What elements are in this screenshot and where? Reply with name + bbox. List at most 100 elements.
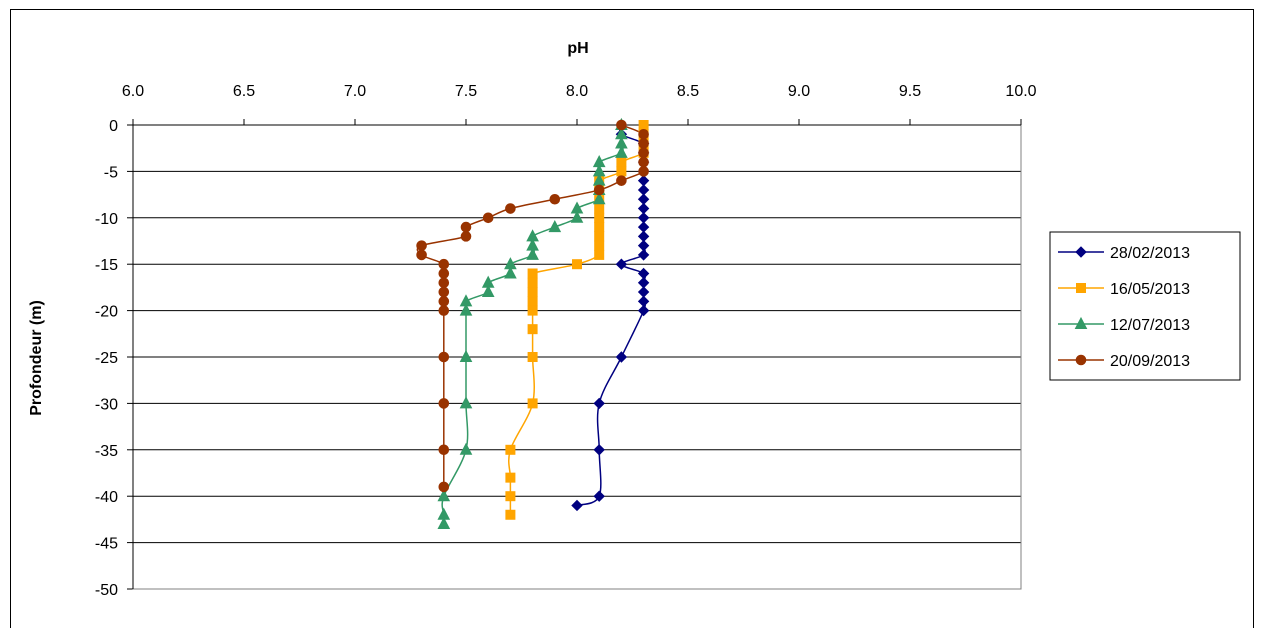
data-point bbox=[482, 212, 494, 224]
y-tick-label: -20 bbox=[95, 304, 118, 321]
x-tick-label: 9.5 bbox=[899, 83, 921, 100]
data-point bbox=[616, 157, 627, 168]
axes: 0 -5 -10 -15 -20 -25 -30 -35 -40 -45 -50 6.0 6.5 7.0 7… bbox=[95, 83, 1037, 599]
data-point bbox=[549, 193, 561, 205]
data-point bbox=[505, 509, 516, 520]
data-point bbox=[637, 304, 650, 317]
chart-title: pH bbox=[567, 40, 588, 57]
data-point bbox=[416, 249, 427, 261]
legend-marker bbox=[1076, 283, 1086, 293]
data-point bbox=[638, 120, 649, 130]
data-point bbox=[437, 489, 451, 502]
legend-label: 12/07/2013 bbox=[1110, 317, 1190, 334]
legend-marker bbox=[1075, 354, 1087, 366]
data-point bbox=[594, 231, 605, 242]
x-tick-label: 9.0 bbox=[788, 83, 810, 100]
data-point bbox=[459, 442, 473, 455]
series-markers bbox=[416, 117, 650, 530]
y-tick-label: -25 bbox=[95, 350, 118, 367]
legend-item-2: 16/05/2013 bbox=[1058, 281, 1190, 298]
data-point bbox=[527, 352, 538, 362]
data-point bbox=[548, 220, 562, 233]
series-line-1 bbox=[576, 124, 646, 507]
y-tick-label: -50 bbox=[95, 582, 118, 599]
data-point bbox=[527, 398, 538, 409]
data-point bbox=[637, 277, 650, 289]
data-point bbox=[637, 286, 650, 298]
data-point bbox=[527, 268, 538, 279]
data-point bbox=[637, 267, 650, 280]
data-point bbox=[616, 119, 627, 131]
y-tick-label: -15 bbox=[95, 257, 118, 274]
data-point bbox=[460, 231, 472, 242]
data-point bbox=[638, 128, 649, 140]
legend-marker bbox=[1074, 316, 1088, 329]
y-tick-label: 0 bbox=[109, 118, 118, 135]
data-point bbox=[594, 203, 605, 214]
data-point bbox=[594, 249, 605, 260]
data-point bbox=[504, 266, 517, 279]
data-point bbox=[615, 351, 628, 363]
x-tick-label: 8.0 bbox=[566, 83, 588, 100]
data-point bbox=[505, 203, 516, 214]
legend-item-4: 20/09/2013 bbox=[1058, 353, 1190, 370]
data-point bbox=[437, 516, 451, 530]
y-tick-label: -35 bbox=[95, 443, 118, 460]
data-point bbox=[638, 138, 649, 149]
legend: 28/02/2013 16/05/2013 12/07/2013 20/09/2013 bbox=[1049, 231, 1241, 381]
x-tick-label: 7.0 bbox=[344, 83, 366, 100]
data-point bbox=[438, 481, 450, 493]
y-axis-label: Profondeur (m) bbox=[28, 300, 45, 416]
data-point bbox=[460, 221, 472, 233]
data-point bbox=[594, 212, 605, 223]
data-point bbox=[572, 259, 582, 270]
data-point bbox=[594, 240, 605, 251]
data-point bbox=[527, 287, 538, 298]
data-point bbox=[438, 268, 450, 279]
data-point bbox=[616, 175, 627, 186]
data-point bbox=[459, 349, 473, 362]
data-point bbox=[438, 444, 450, 456]
data-point bbox=[637, 212, 650, 224]
series-markers-2 bbox=[505, 120, 649, 520]
y-tick-label: -45 bbox=[95, 536, 118, 553]
y-tick-label: -10 bbox=[95, 211, 118, 228]
data-point bbox=[637, 221, 650, 233]
data-point bbox=[593, 490, 605, 502]
data-point bbox=[438, 258, 450, 270]
data-point bbox=[438, 351, 450, 363]
data-point bbox=[527, 324, 538, 335]
y-tick-label: -5 bbox=[104, 164, 118, 181]
data-point bbox=[637, 174, 650, 187]
data-point bbox=[593, 444, 605, 456]
x-tick-label: 6.0 bbox=[122, 83, 144, 100]
data-point bbox=[438, 398, 450, 409]
data-point bbox=[505, 472, 516, 483]
data-point bbox=[416, 240, 427, 251]
chart-frame bbox=[10, 9, 1254, 628]
y-tick-label: -40 bbox=[95, 489, 118, 506]
data-point bbox=[616, 166, 627, 177]
data-point bbox=[592, 192, 606, 205]
legend-marker bbox=[1075, 246, 1087, 258]
data-point bbox=[637, 202, 650, 215]
data-point bbox=[593, 184, 605, 196]
data-point bbox=[438, 277, 450, 289]
y-tick-label: -30 bbox=[95, 396, 118, 413]
data-point bbox=[527, 296, 538, 307]
data-point bbox=[459, 396, 473, 409]
data-point bbox=[527, 277, 538, 288]
data-point bbox=[438, 305, 450, 316]
grid-lines bbox=[133, 170, 1021, 590]
legend-item-1: 28/02/2013 bbox=[1058, 245, 1190, 262]
data-point bbox=[638, 156, 649, 168]
data-point bbox=[637, 249, 650, 261]
data-point bbox=[438, 296, 450, 307]
data-point bbox=[637, 193, 650, 205]
data-point bbox=[593, 397, 605, 410]
data-point bbox=[638, 147, 649, 159]
data-point bbox=[637, 295, 650, 308]
data-point bbox=[527, 305, 538, 316]
data-point bbox=[438, 286, 450, 298]
